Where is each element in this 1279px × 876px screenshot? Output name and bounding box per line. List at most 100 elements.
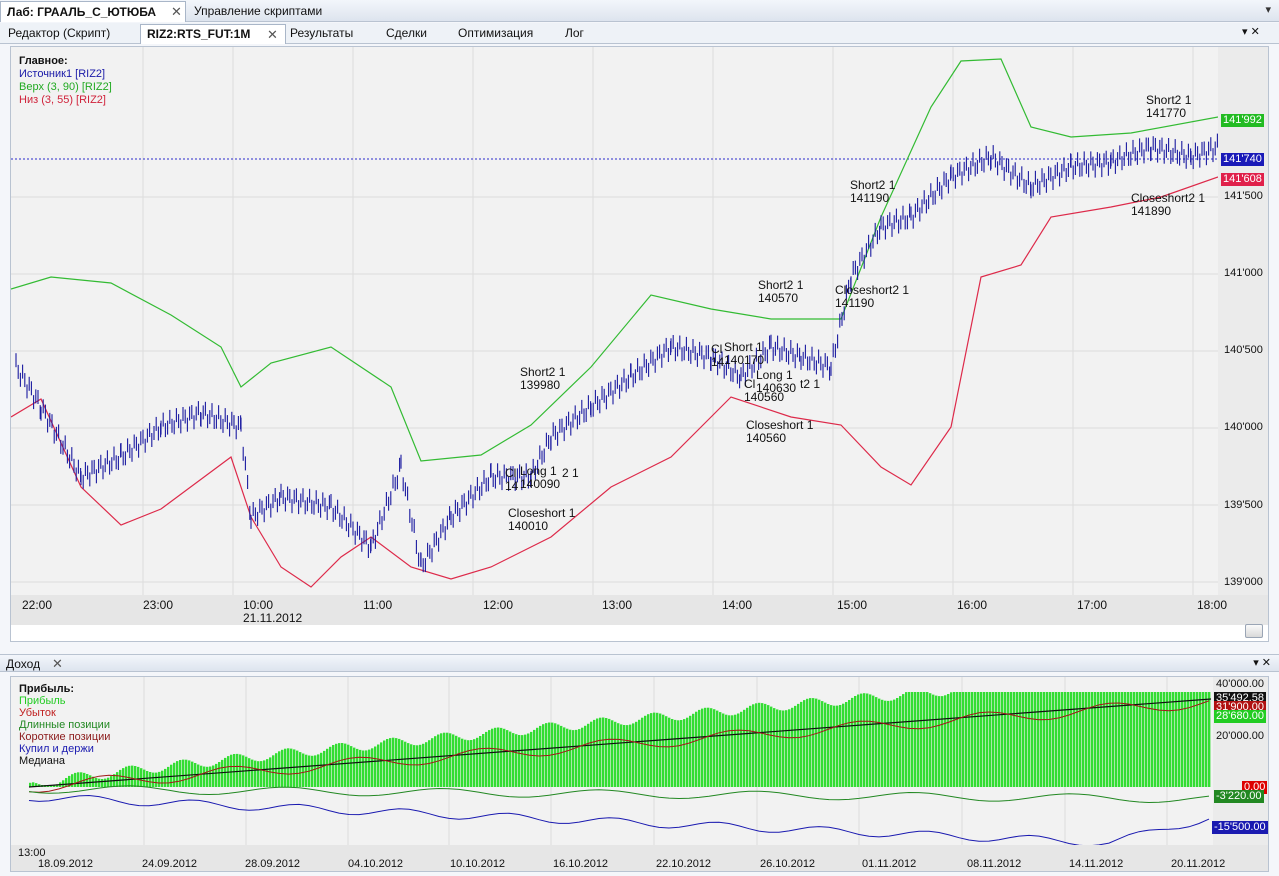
- chart-scroll-thumb[interactable]: [1245, 624, 1263, 638]
- profit-bar: [101, 779, 104, 787]
- sub-tab-bar: Редактор (Скрипт) RIZ2:RTS_FUT:1M ✕ Резу…: [0, 23, 1279, 44]
- profit-bar: [932, 694, 935, 787]
- profit-bar: [116, 772, 119, 787]
- profit-bar: [1103, 692, 1106, 787]
- profit-bar: [1070, 692, 1073, 787]
- profit-bar: [794, 705, 797, 787]
- income-x-tick: 20.11.2012: [1171, 858, 1226, 870]
- profit-value-tag: 28'680.00: [1214, 710, 1266, 723]
- profit-bar: [914, 692, 917, 787]
- profit-bar: [296, 750, 299, 787]
- profit-bar: [1190, 692, 1193, 787]
- profit-bar: [758, 702, 761, 787]
- income-plot-area[interactable]: [11, 677, 1213, 845]
- tab-optimization[interactable]: Оптимизация: [458, 26, 533, 40]
- profit-bar: [836, 705, 839, 787]
- profit-bar: [1133, 692, 1136, 787]
- profit-bar: [458, 737, 461, 787]
- y-tick: 141'000: [1224, 267, 1263, 279]
- profit-bar: [728, 715, 731, 787]
- profit-bar: [347, 744, 350, 787]
- profit-bar: [830, 705, 833, 787]
- profit-bar: [1010, 692, 1013, 787]
- profit-bar: [659, 713, 662, 787]
- tab-lab-grail[interactable]: Лаб: ГРААЛЬ_С_ЮТЮБА ✕: [0, 1, 186, 22]
- tab-chart-riz2[interactable]: RIZ2:RTS_FUT:1M ✕: [140, 24, 286, 44]
- profit-bar: [941, 696, 944, 787]
- window-menu-icon[interactable]: ▾: [1265, 4, 1271, 16]
- price-chart-svg: [11, 47, 1218, 595]
- x-tick: 15:00: [837, 598, 868, 612]
- profit-bar: [812, 698, 815, 787]
- profit-bar: [446, 732, 449, 787]
- profit-bar: [818, 699, 821, 787]
- legend-long: Длинные позиции: [19, 719, 110, 731]
- close-icon[interactable]: ✕: [267, 27, 278, 42]
- profit-bar: [563, 727, 566, 787]
- x-tick: 23:00: [143, 598, 174, 612]
- profit-bar: [362, 750, 365, 787]
- profit-bar: [959, 692, 962, 787]
- income-x-tick: 18.09.2012: [38, 858, 94, 870]
- profit-bar: [140, 768, 143, 787]
- tab-editor[interactable]: Редактор (Скрипт): [8, 26, 110, 40]
- tab-script-manager[interactable]: Управление скриптами: [188, 1, 328, 22]
- panel-menu-icon[interactable]: ▾ ✕: [1253, 657, 1271, 669]
- profit-bar: [374, 746, 377, 787]
- profit-bar: [398, 738, 401, 787]
- profit-bar: [1136, 692, 1139, 787]
- tab-results[interactable]: Результаты: [290, 26, 353, 40]
- profit-bar: [986, 692, 989, 787]
- profit-bar: [1061, 692, 1064, 787]
- close-icon[interactable]: ✕: [52, 656, 63, 671]
- profit-bar: [1154, 692, 1157, 787]
- profit-bar: [1001, 692, 1004, 787]
- profit-bar: [575, 729, 578, 787]
- profit-bar: [764, 703, 767, 787]
- profit-bar: [215, 763, 218, 787]
- profit-bar: [485, 731, 488, 787]
- income-x-tick: 10.10.2012: [450, 858, 506, 870]
- profit-bar: [725, 714, 728, 787]
- profit-bar: [263, 760, 266, 787]
- profit-bar: [1007, 692, 1010, 787]
- profit-bar: [245, 756, 248, 787]
- profit-bar: [1145, 692, 1148, 787]
- profit-bar: [1052, 692, 1055, 787]
- profit-bar: [494, 727, 497, 787]
- profit-bar: [353, 747, 356, 787]
- profit-bar: [614, 721, 617, 787]
- tab-log[interactable]: Лог: [565, 26, 584, 40]
- profit-bar: [119, 769, 122, 787]
- profit-bar: [977, 692, 980, 787]
- profit-bar: [257, 761, 260, 787]
- profit-bar: [203, 766, 206, 787]
- profit-bar: [788, 709, 791, 787]
- profit-bar: [722, 713, 725, 787]
- close-icon[interactable]: ✕: [171, 4, 182, 19]
- profit-bar: [887, 700, 890, 787]
- profit-bar: [305, 754, 308, 787]
- profit-bar: [272, 755, 275, 787]
- tab-menu-icon[interactable]: ▾ ✕: [1242, 26, 1260, 38]
- profit-bar: [1073, 692, 1076, 787]
- profit-bar: [857, 694, 860, 787]
- x-tick: 10:00: [243, 598, 274, 612]
- x-tick: 18:00: [1197, 598, 1228, 612]
- tab-optimization-label: Оптимизация: [458, 26, 534, 40]
- profit-bar: [677, 720, 680, 787]
- profit-bar: [1025, 692, 1028, 787]
- tab-deals[interactable]: Сделки: [386, 26, 427, 40]
- profit-bar: [539, 725, 542, 787]
- profit-bar: [791, 707, 794, 787]
- profit-bar: [533, 729, 536, 787]
- profit-bar: [311, 755, 314, 787]
- price-plot-area[interactable]: [11, 47, 1218, 595]
- profit-bar: [674, 719, 677, 787]
- profit-bar: [926, 692, 929, 787]
- profit-bar: [881, 699, 884, 787]
- profit-bar: [911, 692, 914, 787]
- profit-bar: [962, 692, 965, 787]
- profit-bar: [1055, 692, 1058, 787]
- tab-script-manager-label: Управление скриптами: [194, 4, 323, 18]
